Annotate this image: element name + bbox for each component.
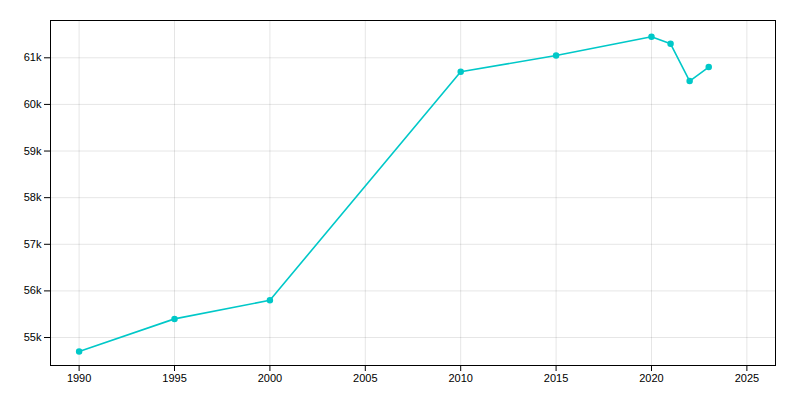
svg-text:1990: 1990 [67, 372, 91, 384]
svg-text:61k: 61k [24, 51, 42, 63]
svg-text:58k: 58k [24, 191, 42, 203]
svg-text:2000: 2000 [258, 372, 282, 384]
svg-text:2005: 2005 [353, 372, 377, 384]
svg-text:59k: 59k [24, 145, 42, 157]
svg-text:2020: 2020 [639, 372, 663, 384]
svg-text:2010: 2010 [448, 372, 472, 384]
svg-text:2015: 2015 [544, 372, 568, 384]
svg-text:56k: 56k [24, 284, 42, 296]
svg-text:55k: 55k [24, 331, 42, 343]
svg-text:2025: 2025 [735, 372, 759, 384]
svg-text:60k: 60k [24, 98, 42, 110]
svg-text:57k: 57k [24, 238, 42, 250]
svg-text:1995: 1995 [162, 372, 186, 384]
